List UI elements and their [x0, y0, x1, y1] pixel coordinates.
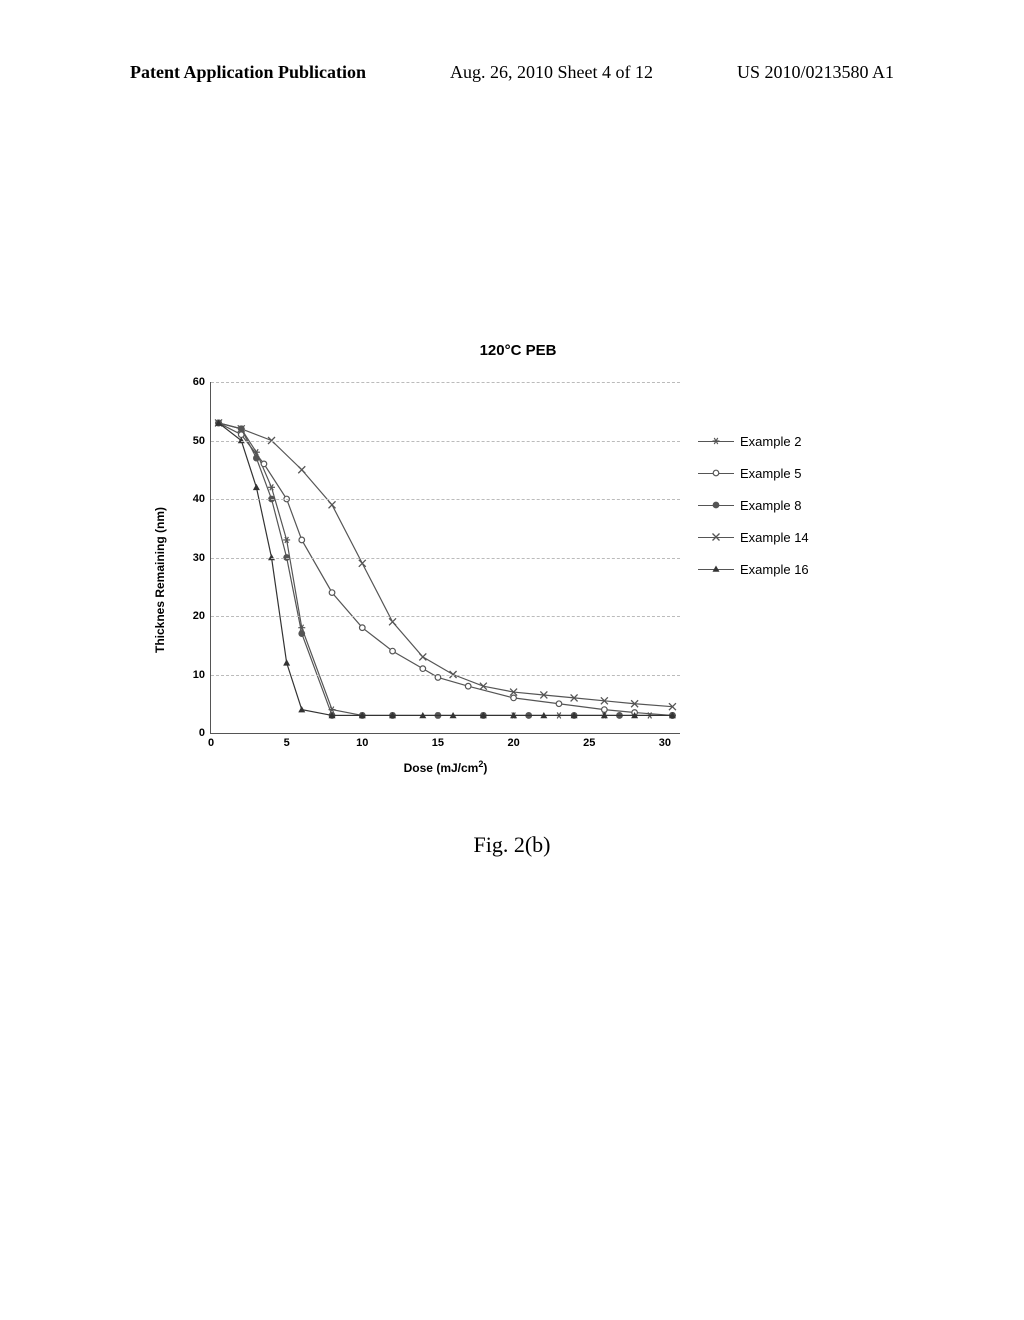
legend-item: Example 2 [698, 432, 809, 450]
legend-item: Example 16 [698, 560, 809, 578]
xtick-label: 0 [208, 733, 214, 749]
y-axis-label: Thicknes Remaining (nm) [153, 507, 167, 653]
legend-swatch-icon [698, 496, 734, 514]
legend-label: Example 14 [740, 530, 809, 545]
xtick-label: 25 [583, 733, 595, 749]
chart-title: 120°C PEB [480, 342, 557, 359]
page-header: Patent Application Publication Aug. 26, … [0, 62, 1024, 83]
legend-item: Example 14 [698, 528, 809, 546]
legend-label: Example 5 [740, 466, 801, 481]
ytick-label: 60 [193, 376, 211, 388]
xtick-label: 30 [659, 733, 671, 749]
ytick-label: 50 [193, 435, 211, 447]
chart: 120°C PEB Thicknes Remaining (nm) Dose (… [138, 370, 898, 790]
ytick-label: 10 [193, 669, 211, 681]
legend-swatch-icon [698, 464, 734, 482]
xtick-label: 10 [356, 733, 368, 749]
ytick-label: 20 [193, 610, 211, 622]
legend-swatch-icon [698, 432, 734, 450]
legend-label: Example 16 [740, 562, 809, 577]
header-left: Patent Application Publication [130, 62, 366, 83]
xtick-label: 15 [432, 733, 444, 749]
header-right: US 2010/0213580 A1 [737, 62, 894, 83]
legend-label: Example 8 [740, 498, 801, 513]
legend-item: Example 5 [698, 464, 809, 482]
legend-swatch-icon [698, 560, 734, 578]
legend: Example 2 Example 5 Example 8 Example 14 Exa… [698, 432, 809, 592]
plot-area: Dose (mJ/cm2) 0102030405060051015202530 [210, 382, 680, 734]
legend-swatch-icon [698, 528, 734, 546]
ytick-label: 40 [193, 493, 211, 505]
header-center: Aug. 26, 2010 Sheet 4 of 12 [450, 62, 653, 83]
legend-item: Example 8 [698, 496, 809, 514]
figure-caption: Fig. 2(b) [474, 832, 551, 858]
ytick-label: 30 [193, 552, 211, 564]
xtick-label: 20 [507, 733, 519, 749]
xtick-label: 5 [284, 733, 290, 749]
x-axis-label: Dose (mJ/cm2) [404, 759, 488, 775]
legend-label: Example 2 [740, 434, 801, 449]
